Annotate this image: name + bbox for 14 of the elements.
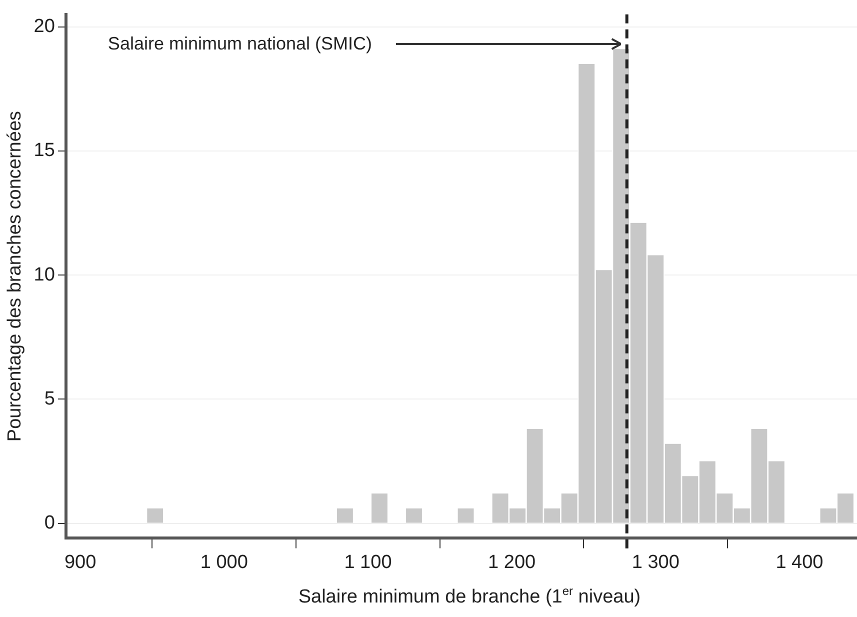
y-tick-label: 0 — [44, 512, 55, 534]
x-tick-label: 1 000 — [200, 552, 248, 573]
y-tick-label: 20 — [34, 16, 55, 38]
x-tick-label: 1 300 — [632, 552, 680, 573]
x-tick-label: 900 — [64, 552, 96, 573]
y-tick-label: 10 — [34, 264, 55, 286]
x-tick-label: 1 100 — [344, 552, 392, 573]
y-tick-label: 15 — [34, 140, 55, 162]
ref-line-label: Salaire minimum national (SMIC) — [108, 33, 372, 54]
y-axis-title: Pourcentage des branches concernées — [4, 110, 26, 442]
y-tick-label: 5 — [44, 388, 55, 410]
x-tick-label: 1 200 — [488, 552, 536, 573]
x-axis-title: Salaire minimum de branche (1$^{er}$ niveau) — [297, 584, 642, 608]
x-tick-label: 1 400 — [776, 552, 824, 573]
